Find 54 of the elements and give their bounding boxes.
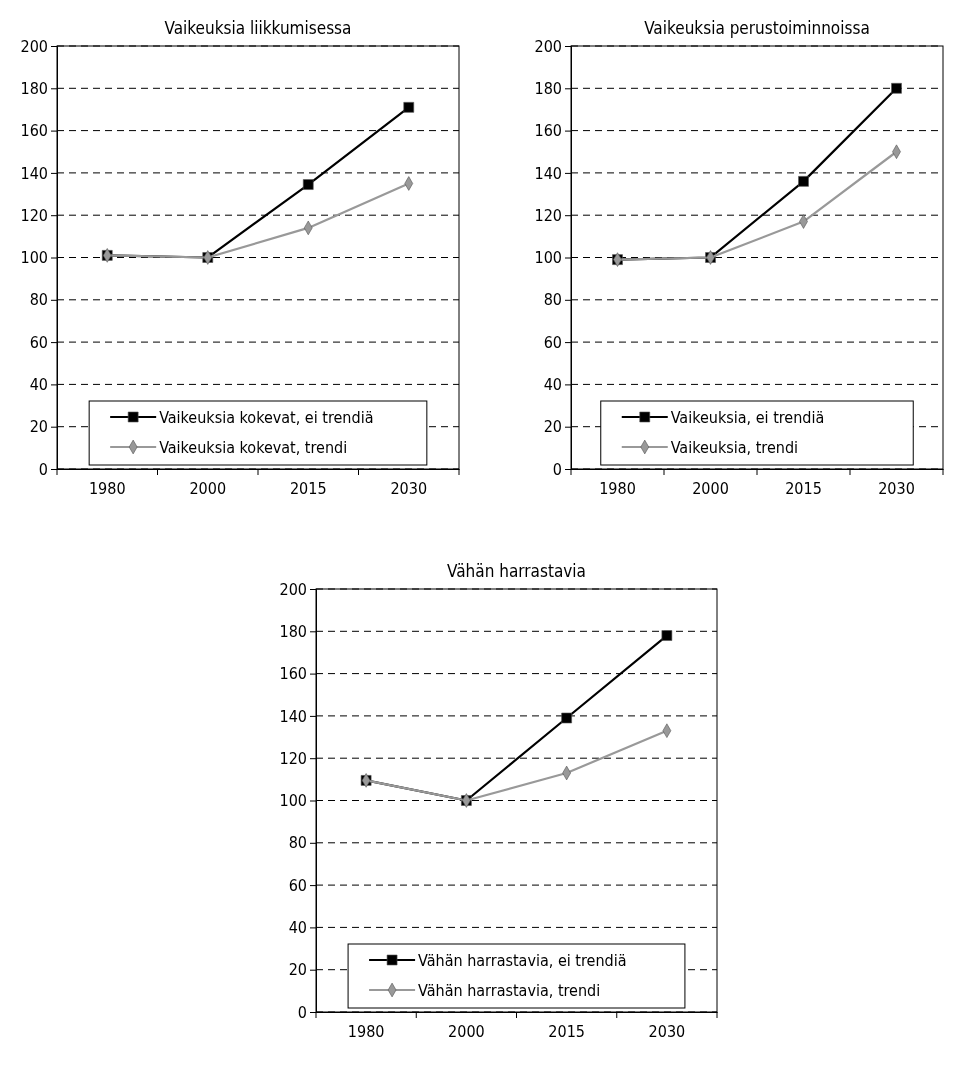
y-tick-label: 80	[29, 290, 48, 310]
y-tick-label: 160	[279, 664, 307, 684]
y-tick-label: 20	[543, 417, 562, 437]
y-tick-label: 120	[279, 748, 307, 768]
y-tick-label: 80	[288, 833, 307, 853]
y-tick-label: 140	[20, 163, 48, 183]
y-tick-label: 40	[29, 375, 48, 395]
x-tick-label: 2000	[189, 479, 227, 499]
x-tick-label: 2000	[448, 1022, 485, 1042]
y-tick-label: 100	[534, 248, 562, 268]
x-tick-label: 1980	[599, 479, 636, 499]
chart-title: Vaikeuksia perustoiminnoissa	[644, 18, 870, 38]
y-tick-label: 40	[288, 918, 307, 938]
y-tick-label: 160	[20, 121, 48, 141]
y-tick-label: 0	[297, 1002, 307, 1022]
x-tick-label: 2030	[878, 479, 915, 499]
y-tick-label: 40	[543, 375, 562, 395]
x-tick-label: 2015	[785, 479, 822, 499]
y-tick-label: 60	[543, 332, 562, 352]
y-tick-label: 120	[20, 205, 48, 225]
y-tick-label: 140	[534, 163, 562, 183]
x-tick-label: 2000	[692, 479, 729, 499]
y-tick-label: 0	[552, 459, 562, 479]
y-tick-label: 60	[29, 332, 48, 352]
y-tick-label: 200	[279, 579, 307, 599]
legend-label: Vaikeuksia, ei trendiä	[670, 407, 825, 427]
x-tick-label: 1980	[347, 1022, 385, 1042]
y-tick-label: 0	[38, 459, 48, 479]
legend-label: Vähän harrastavia, ei trendiä	[418, 950, 627, 970]
legend-label: Vaikeuksia, trendi	[670, 437, 799, 457]
legend-label: Vaikeuksia kokevat, ei trendiä	[159, 407, 374, 427]
y-tick-label: 160	[534, 121, 562, 141]
y-tick-label: 80	[543, 290, 562, 310]
legend-label: Vaikeuksia kokevat, trendi	[159, 437, 348, 457]
legend-label: Vähän harrastavia, trendi	[418, 980, 601, 1000]
y-tick-label: 180	[279, 621, 307, 641]
x-tick-label: 1980	[88, 479, 126, 499]
y-tick-label: 100	[279, 791, 307, 811]
y-tick-label: 200	[20, 36, 48, 56]
y-tick-label: 20	[288, 960, 307, 980]
x-tick-label: 2015	[548, 1022, 585, 1042]
y-tick-label: 180	[534, 78, 562, 98]
y-tick-label: 180	[20, 78, 48, 98]
chart-title: Vähän harrastavia	[447, 561, 586, 581]
y-tick-label: 140	[279, 706, 307, 726]
y-tick-label: 100	[20, 248, 48, 268]
x-tick-label: 2015	[289, 479, 327, 499]
y-tick-label: 60	[288, 875, 307, 895]
y-tick-label: 200	[534, 36, 562, 56]
y-tick-label: 20	[29, 417, 48, 437]
x-tick-label: 2030	[390, 479, 428, 499]
chart-title: Vaikeuksia liikkumisessa	[164, 18, 352, 38]
y-tick-label: 120	[534, 205, 562, 225]
x-tick-label: 2030	[648, 1022, 686, 1042]
